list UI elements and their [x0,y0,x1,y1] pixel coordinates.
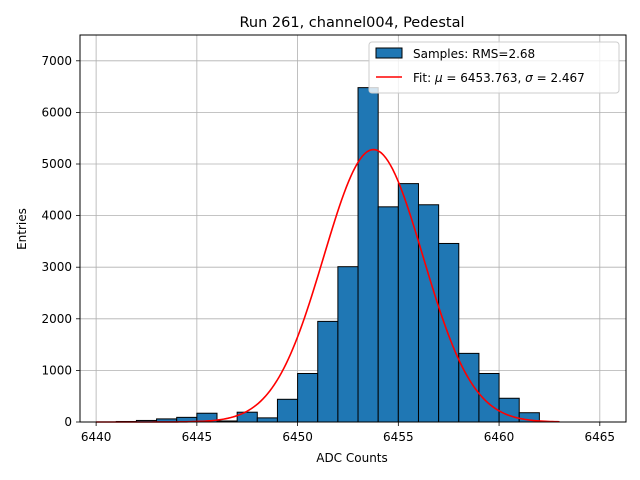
histogram-bar [337,266,359,423]
histogram-bar [438,242,460,423]
y-tick-label: 3000 [41,260,72,274]
histogram-bar [297,372,319,423]
x-tick-label: 6450 [282,430,313,444]
legend-fit-mu-value: = 6453.763, [443,71,526,85]
y-tick-label: 0 [64,415,72,429]
histogram-bar [377,206,399,423]
x-axis-label: ADC Counts [316,451,388,465]
y-tick-label: 2000 [41,312,72,326]
legend-fit-mu-symbol: μ [434,71,443,85]
legend-fit-sigma-value: = 2.467 [533,71,585,85]
chart-title: Run 261, channel004, Pedestal [239,15,464,31]
histogram-bar [276,398,299,423]
legend-fit-prefix: Fit: [413,71,435,85]
histogram-bar [458,352,480,423]
y-tick-label: 1000 [41,363,72,377]
legend-box [368,41,620,94]
x-tick-label: 6465 [585,430,616,444]
y-tick-label: 6000 [41,105,72,119]
x-tick-label: 6445 [182,430,213,444]
histogram-bar [256,417,278,423]
y-axis-ticks: 0 1000 2000 3000 4000 5000 6000 7000 [41,54,80,429]
histogram-bar [357,87,379,423]
y-tick-label: 5000 [41,157,72,171]
x-tick-label: 6460 [484,430,515,444]
legend: Samples: RMS=2.68 Fit: μ = 6453.763, σ =… [368,41,620,94]
x-tick-label: 6440 [81,430,112,444]
legend-samples-label: Samples: RMS=2.68 [413,47,535,61]
histogram-bar [397,183,419,423]
y-tick-label: 4000 [41,209,72,223]
x-tick-label: 6455 [383,430,414,444]
histogram-bar [498,397,520,423]
y-axis-label: Entries [15,208,29,250]
histogram-bar [417,204,440,423]
histogram-bars [115,87,540,423]
plot-frame [79,34,627,423]
x-axis-ticks: 6440 6445 6450 6455 6460 6465 [81,422,615,444]
legend-fit-sigma-symbol: σ [525,71,533,85]
histogram-bar [317,320,339,423]
legend-fit-label: Fit: μ = 6453.763, σ = 2.467 [413,71,585,85]
legend-samples-swatch [375,47,403,59]
y-tick-label: 7000 [41,54,72,68]
